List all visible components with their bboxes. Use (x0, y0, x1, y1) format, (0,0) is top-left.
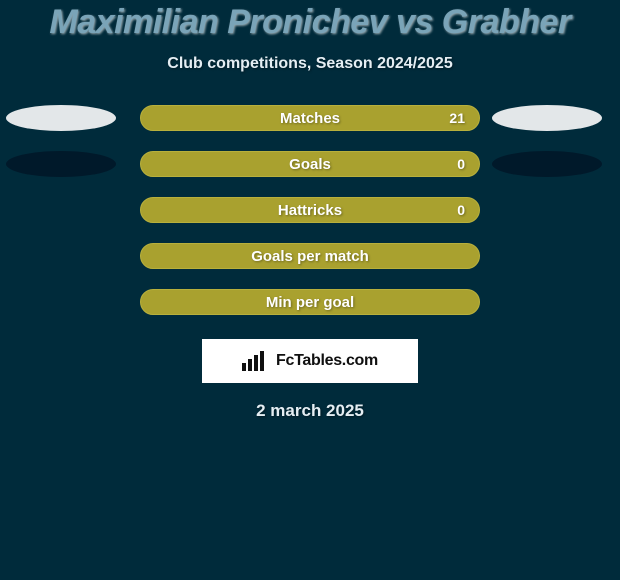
stat-value: 0 (457, 156, 465, 172)
left-oval (6, 105, 116, 131)
stats-rows: Matches 21 Goals 0 Hattricks 0 Goals per match… (0, 105, 620, 315)
right-oval (492, 151, 602, 177)
stat-row: Hattricks 0 (0, 197, 620, 223)
comparison-infographic: Maximilian Pronichev vs Grabher Club com… (0, 0, 620, 580)
stat-label: Min per goal (266, 294, 354, 311)
date-text: 2 march 2025 (256, 401, 364, 421)
stat-bar: Min per goal (140, 289, 480, 315)
left-oval (6, 151, 116, 177)
stat-label: Hattricks (278, 202, 342, 219)
right-oval (492, 105, 602, 131)
stat-bar: Goals 0 (140, 151, 480, 177)
stat-value: 0 (457, 202, 465, 218)
logo-box: FcTables.com (202, 339, 418, 383)
stat-label: Matches (280, 110, 340, 127)
stat-row: Goals 0 (0, 151, 620, 177)
stat-bar: Matches 21 (140, 105, 480, 131)
stat-row: Min per goal (0, 289, 620, 315)
stat-value: 21 (449, 110, 465, 126)
page-subtitle: Club competitions, Season 2024/2025 (167, 55, 452, 73)
stat-row: Goals per match (0, 243, 620, 269)
bars-icon (242, 351, 270, 371)
page-title: Maximilian Pronichev vs Grabher (49, 4, 570, 41)
stat-bar: Goals per match (140, 243, 480, 269)
stat-bar: Hattricks 0 (140, 197, 480, 223)
stat-label: Goals (289, 156, 331, 173)
logo-text: FcTables.com (276, 352, 378, 370)
stat-row: Matches 21 (0, 105, 620, 131)
stat-label: Goals per match (251, 248, 369, 265)
